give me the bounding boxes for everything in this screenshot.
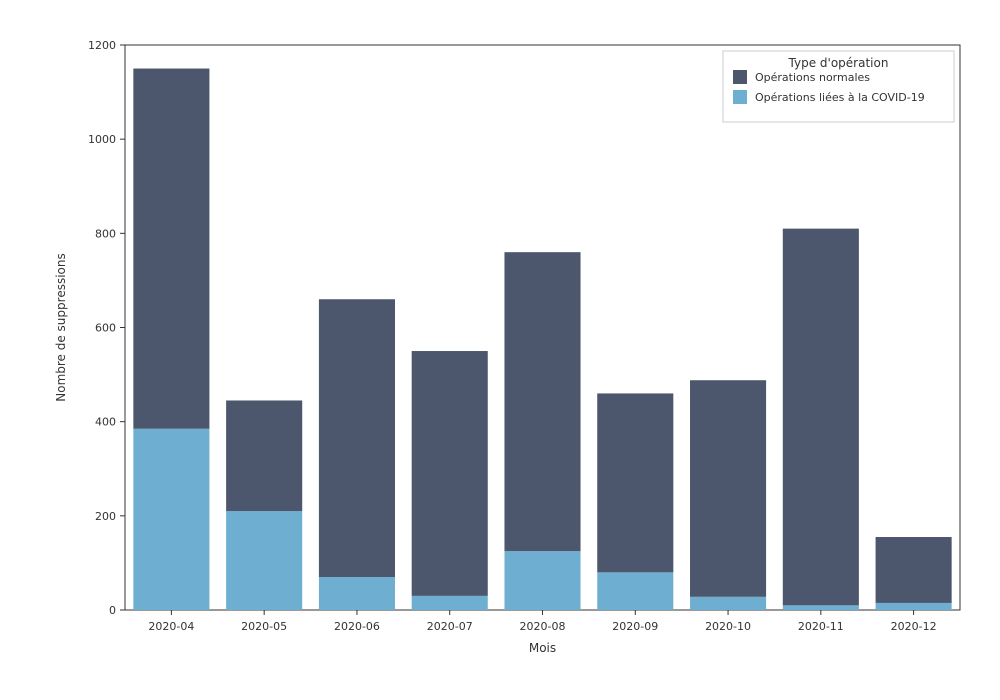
legend-item-label: Opérations liées à la COVID-19 [755, 91, 925, 104]
bar-segment [597, 393, 673, 572]
xtick-label: 2020-07 [427, 620, 473, 633]
xtick-label: 2020-04 [148, 620, 194, 633]
xtick-label: 2020-09 [612, 620, 658, 633]
bar-segment [504, 551, 580, 610]
xtick-label: 2020-11 [798, 620, 844, 633]
legend-swatch [733, 90, 747, 104]
bar-segment [690, 597, 766, 610]
bar-segment [412, 351, 488, 596]
bar-segment [783, 605, 859, 610]
y-axis-label: Nombre de suppressions [54, 253, 68, 402]
bar-segment [597, 572, 673, 610]
ytick-label: 0 [109, 604, 116, 617]
bar-segment [412, 596, 488, 610]
ytick-label: 200 [95, 510, 116, 523]
ytick-label: 800 [95, 227, 116, 240]
xtick-label: 2020-12 [891, 620, 937, 633]
legend-title: Type d'opération [788, 56, 889, 70]
bar-segment [690, 380, 766, 597]
bar-segment [783, 229, 859, 606]
xtick-label: 2020-06 [334, 620, 380, 633]
bar-segment [226, 400, 302, 511]
bar-segment [226, 511, 302, 610]
xtick-label: 2020-10 [705, 620, 751, 633]
ytick-label: 600 [95, 322, 116, 335]
ytick-label: 400 [95, 416, 116, 429]
bar-segment [504, 252, 580, 551]
xtick-label: 2020-08 [520, 620, 566, 633]
bar-segment [133, 69, 209, 429]
chart-svg: 0 200 400 600 800 1000 1200 2020-04 2020-05 2020-… [0, 0, 1000, 700]
bar-segment [319, 577, 395, 610]
legend-swatch [733, 70, 747, 84]
legend-item-label: Opérations normales [755, 71, 870, 84]
chart-container: 0 200 400 600 800 1000 1200 2020-04 2020-05 2020-… [0, 0, 1000, 700]
bar-segment [319, 299, 395, 577]
ytick-label: 1000 [88, 133, 116, 146]
bar-segment [876, 603, 952, 610]
bar-segment [133, 429, 209, 610]
xtick-label: 2020-05 [241, 620, 287, 633]
bar-segment [876, 537, 952, 603]
ytick-label: 1200 [88, 39, 116, 52]
x-axis-label: Mois [529, 641, 556, 655]
